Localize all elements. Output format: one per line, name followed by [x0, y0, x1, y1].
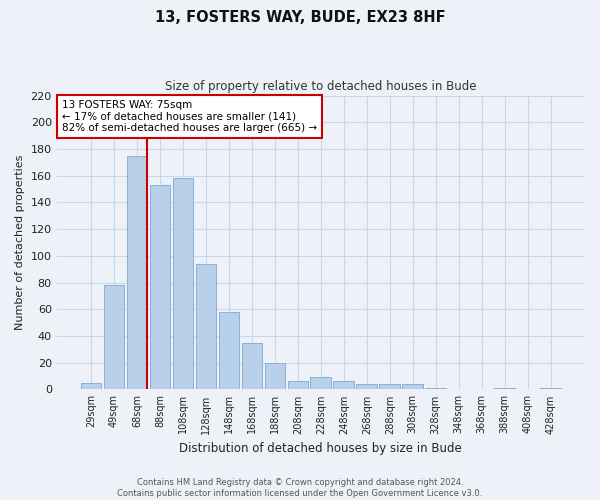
- Text: 13 FOSTERS WAY: 75sqm
← 17% of detached houses are smaller (141)
82% of semi-det: 13 FOSTERS WAY: 75sqm ← 17% of detached …: [62, 100, 317, 133]
- Bar: [379, 384, 400, 390]
- Bar: [127, 156, 148, 390]
- Bar: [104, 285, 124, 390]
- Y-axis label: Number of detached properties: Number of detached properties: [15, 155, 25, 330]
- Title: Size of property relative to detached houses in Bude: Size of property relative to detached ho…: [165, 80, 476, 93]
- Bar: [403, 384, 423, 390]
- Bar: [80, 383, 101, 390]
- Bar: [242, 342, 262, 390]
- Bar: [265, 362, 285, 390]
- Text: Contains HM Land Registry data © Crown copyright and database right 2024.
Contai: Contains HM Land Registry data © Crown c…: [118, 478, 482, 498]
- Bar: [425, 388, 446, 390]
- Bar: [218, 312, 239, 390]
- X-axis label: Distribution of detached houses by size in Bude: Distribution of detached houses by size …: [179, 442, 462, 455]
- Bar: [334, 382, 354, 390]
- Bar: [310, 378, 331, 390]
- Bar: [494, 388, 515, 390]
- Text: 13, FOSTERS WAY, BUDE, EX23 8HF: 13, FOSTERS WAY, BUDE, EX23 8HF: [155, 10, 445, 25]
- Bar: [173, 178, 193, 390]
- Bar: [287, 382, 308, 390]
- Bar: [149, 185, 170, 390]
- Bar: [541, 388, 561, 390]
- Bar: [356, 384, 377, 390]
- Bar: [196, 264, 216, 390]
